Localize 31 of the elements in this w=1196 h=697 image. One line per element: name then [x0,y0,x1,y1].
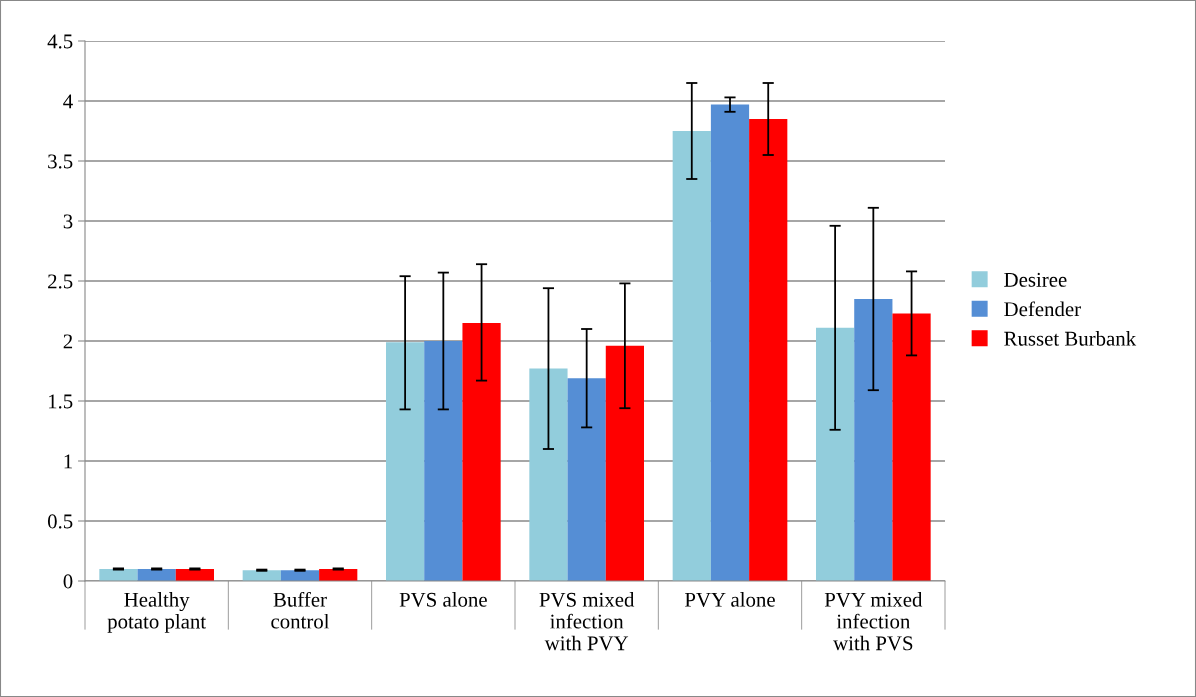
x-tick-label: PVS mixed infection with PVY [539,592,635,651]
bar [749,119,788,581]
y-tick-label: 3.5 [48,154,73,169]
y-tick-label: 1 [64,454,72,469]
legend-label: Russet Burbank [1004,331,1137,346]
y-tick-label: 3 [63,214,73,229]
bar [672,131,711,581]
bar [462,323,501,581]
legend-label: Desiree [1004,272,1067,287]
bar [710,104,750,581]
x-tick-label: PVS alone [399,592,487,607]
bar [892,313,931,581]
y-tick-label: 1.5 [48,394,73,409]
y-tick-label: 0.5 [47,514,73,529]
bar [567,378,606,581]
x-tick-label: Healthy potato plant [107,592,207,633]
bar [386,342,425,581]
bar [816,327,855,581]
x-tick-label: PVY mixed infection with PVS [824,592,923,651]
y-tick-label: 4 [63,94,73,109]
bar [424,341,463,581]
x-tick-label: Buffer control [271,591,330,629]
y-tick-label: 0 [63,574,73,589]
y-tick-label: 2 [63,334,73,349]
legend-label: Defender [1004,301,1081,317]
y-tick-label: 2.5 [48,274,73,289]
x-tick-label: PVY alone [684,592,775,607]
bar [854,299,893,581]
bar [605,345,644,581]
y-tick-label: 4.5 [47,34,73,49]
bar [529,368,568,581]
